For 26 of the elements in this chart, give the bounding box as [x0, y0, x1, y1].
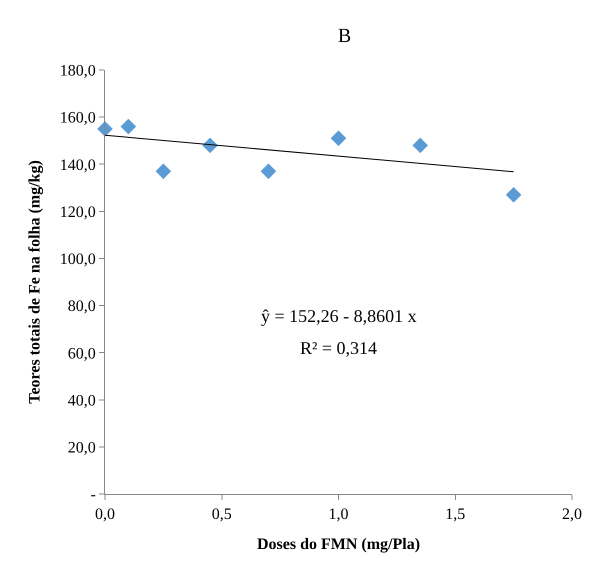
y-tick-label: 80,0	[68, 298, 96, 316]
y-tick-label: 140,0	[60, 156, 96, 174]
y-axis-title: Teores totais de Fe na folha (mg/kg)	[26, 160, 44, 404]
x-tick-label: 1,5	[445, 506, 466, 524]
y-tick-label: 100,0	[60, 251, 96, 268]
y-tick-label: 160,0	[60, 110, 96, 127]
point	[260, 163, 276, 180]
y-tick-label: -	[90, 486, 96, 504]
point	[412, 138, 428, 154]
point	[120, 118, 136, 134]
x-tick-label: 0,0	[95, 506, 115, 524]
point	[156, 163, 172, 180]
annotation: R² = 0,314	[300, 338, 378, 358]
y-tick-label: 20,0	[68, 439, 96, 456]
annotation: ŷ = 152,26 - 8,8601 x	[261, 306, 417, 326]
x-axis-title: Doses do FMN (mg/Pla)	[256, 536, 420, 553]
y-tick-label: 180,0	[60, 62, 96, 80]
chart-title: B	[338, 25, 352, 48]
x-tick-label: 2,0	[562, 506, 582, 524]
y-tick-label: 120,0	[60, 204, 96, 221]
y-tick-label: 40,0	[68, 392, 96, 410]
x-tick-label: 0,5	[212, 506, 232, 524]
y-tick-label: 60,0	[68, 345, 96, 362]
point	[330, 130, 346, 146]
x-tick-label: 1,0	[328, 506, 348, 524]
point	[506, 187, 522, 203]
